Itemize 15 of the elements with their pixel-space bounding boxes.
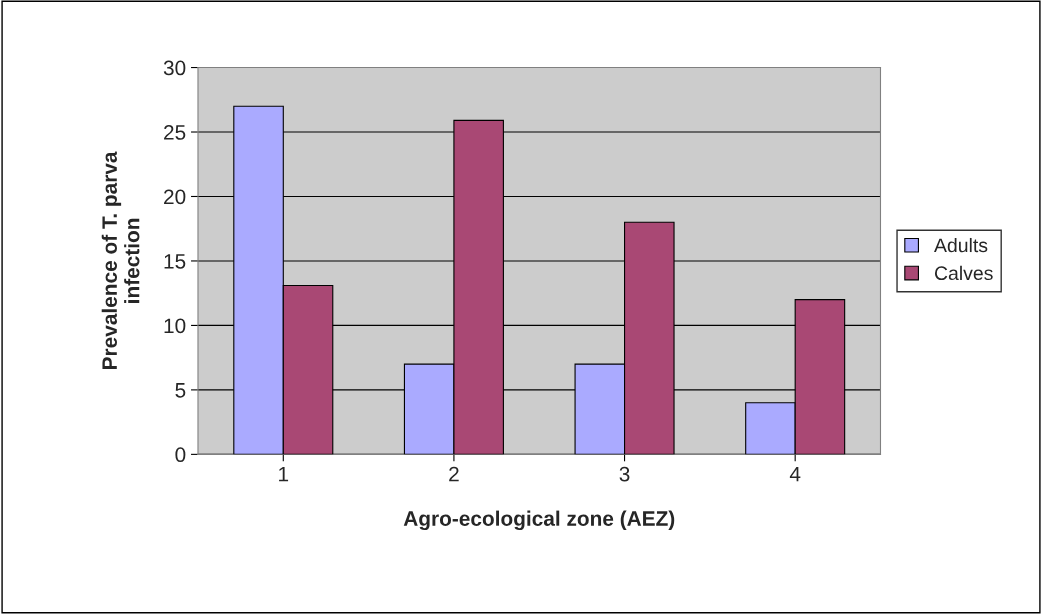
x-tick-label: 4 [789,466,801,482]
y-axis-title: Prevalence of T. parva infection [101,151,140,369]
y-tick-label: 10 [164,318,186,334]
legend-label: Calves [934,265,993,281]
y-tick-label: 0 [175,447,186,463]
x-tick-label: 3 [619,466,630,482]
y-tick-label: 5 [175,383,186,398]
legend-label: Adults [934,237,988,253]
y-tick-label: 25 [164,125,186,140]
x-tick-label: 1 [279,466,289,482]
y-tick-label: 15 [164,254,186,269]
y-tick-label: 30 [163,60,186,76]
x-tick-label: 2 [449,466,459,482]
x-axis-title: Agro-ecological zone (AEZ) [403,510,675,531]
y-tick-label: 20 [164,189,186,205]
